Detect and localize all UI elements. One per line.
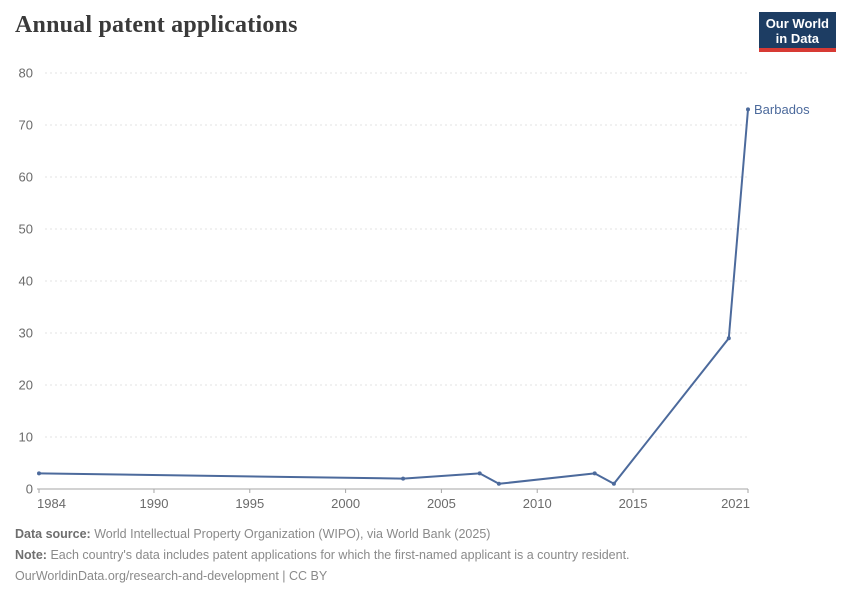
chart-canvas: 0 10 20 30 40 50 60 70 80 1984 1990 1995 2000 2005 201… <box>19 66 811 512</box>
data-source-label: Data source: <box>15 527 91 541</box>
note-line: Note: Each country's data includes paten… <box>15 545 830 566</box>
data-point-marker <box>37 471 41 476</box>
x-tick-label: 1995 <box>235 496 264 511</box>
x-tick-label: 1984 <box>37 496 66 511</box>
note-text: Each country's data includes patent appl… <box>50 548 630 562</box>
x-tick-label: 2010 <box>523 496 552 511</box>
y-tick-label: 50 <box>19 222 33 237</box>
page-title: Annual patent applications <box>15 12 298 38</box>
data-point-marker <box>477 471 482 476</box>
y-tick-label: 0 <box>26 482 33 497</box>
y-tick-label: 80 <box>19 66 33 81</box>
y-tick-label: 70 <box>19 118 33 133</box>
x-tick-label: 2015 <box>619 496 648 511</box>
data-point-marker <box>746 107 750 112</box>
x-tick-label: 1990 <box>140 496 169 511</box>
x-tick-label: 2005 <box>427 496 456 511</box>
chart-footer: Data source: World Intellectual Property… <box>15 524 830 587</box>
data-point-marker <box>592 471 597 476</box>
owid-logo-line2: in Data <box>775 31 820 46</box>
data-source-line: Data source: World Intellectual Property… <box>15 524 830 545</box>
owid-logo: Our World in Data <box>758 12 836 52</box>
owid-url-link[interactable]: OurWorldinData.org/research-and-developm… <box>15 569 328 583</box>
y-tick-label: 30 <box>19 326 33 341</box>
y-tick-label: 60 <box>19 170 33 185</box>
owid-logo-line1: Our World <box>765 16 829 31</box>
y-tick-label: 40 <box>19 274 33 289</box>
data-point-marker <box>726 336 731 341</box>
data-point-marker <box>611 481 616 486</box>
x-tick-label: 2000 <box>331 496 360 511</box>
series-label: Barbados <box>754 102 810 117</box>
data-point-marker <box>496 481 501 486</box>
data-point-marker <box>401 476 406 481</box>
data-source-text: World Intellectual Property Organization… <box>94 527 491 541</box>
license-line: OurWorldinData.org/research-and-developm… <box>15 566 830 587</box>
y-tick-label: 20 <box>19 378 33 393</box>
note-label: Note: <box>15 548 47 562</box>
x-tick-label: 2021 <box>721 496 750 511</box>
y-tick-label: 10 <box>19 430 33 445</box>
series-line <box>38 109 749 485</box>
